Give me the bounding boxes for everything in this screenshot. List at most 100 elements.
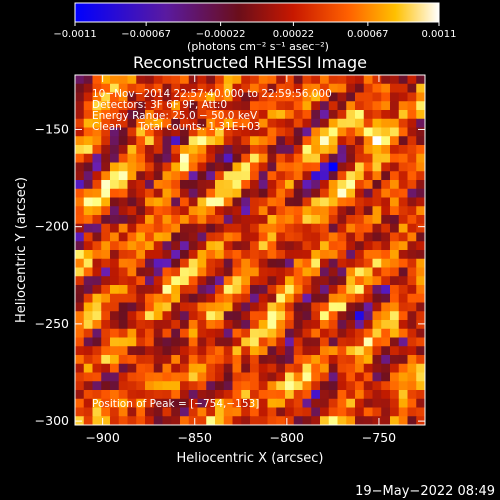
image-pixel	[75, 311, 85, 321]
image-pixel	[145, 285, 155, 295]
image-pixel	[337, 110, 347, 120]
image-pixel	[232, 83, 242, 94]
image-pixel	[206, 232, 216, 242]
image-pixel	[302, 311, 312, 321]
image-pixel	[311, 188, 321, 199]
image-pixel	[110, 267, 120, 277]
image-pixel	[285, 407, 295, 417]
image-pixel	[398, 346, 409, 356]
image-pixel	[416, 171, 425, 181]
image-pixel	[197, 390, 207, 400]
image-pixel	[127, 83, 137, 94]
image-pixel	[320, 136, 330, 146]
image-pixel	[398, 206, 409, 216]
image-pixel	[215, 197, 225, 207]
image-pixel	[258, 285, 269, 295]
image-pixel	[363, 346, 374, 356]
image-pixel	[223, 206, 234, 216]
image-pixel	[83, 197, 94, 207]
image-pixel	[241, 311, 251, 321]
image-pixel	[215, 258, 225, 269]
image-pixel	[250, 363, 260, 374]
image-pixel	[110, 355, 120, 365]
annotation-counts: Clean Total counts: 1.31E+03	[92, 121, 261, 133]
image-pixel	[328, 145, 339, 155]
image-pixel	[311, 390, 321, 400]
image-pixel	[276, 110, 286, 120]
image-pixel	[75, 276, 85, 286]
image-pixel	[188, 197, 199, 207]
image-pixel	[162, 127, 172, 137]
image-pixel	[188, 398, 199, 409]
image-pixel	[328, 188, 339, 199]
image-pixel	[75, 293, 85, 304]
image-pixel	[328, 83, 339, 94]
image-pixel	[355, 320, 365, 330]
image-pixel	[258, 311, 269, 321]
image-pixel	[355, 355, 365, 365]
image-pixel	[346, 311, 356, 321]
image-pixel	[250, 328, 260, 339]
image-pixel	[346, 407, 356, 417]
image-pixel	[223, 276, 234, 286]
image-pixel	[407, 118, 417, 129]
image-pixel	[363, 75, 374, 85]
image-pixel	[136, 206, 146, 216]
image-pixel	[162, 346, 172, 356]
image-pixel	[180, 407, 190, 417]
image-pixel	[293, 75, 304, 85]
colorbar-unit-label: (photons cm⁻² s⁻¹ asec⁻²)	[187, 40, 329, 53]
image-pixel	[118, 346, 129, 356]
image-pixel	[162, 83, 172, 94]
image-pixel	[127, 363, 137, 374]
image-pixel	[293, 223, 304, 234]
image-pixel	[293, 416, 304, 425]
image-pixel	[110, 215, 120, 225]
image-pixel	[302, 320, 312, 330]
image-pixel	[285, 223, 295, 234]
image-pixel	[223, 390, 234, 400]
image-pixel	[416, 276, 425, 286]
image-pixel	[118, 381, 129, 391]
colorbar-tick-label: −0.00022	[196, 29, 246, 40]
image-pixel	[355, 171, 365, 181]
image-pixel	[180, 136, 190, 146]
image-pixel	[328, 180, 339, 190]
image-pixel	[346, 320, 356, 330]
image-pixel	[197, 83, 207, 94]
image-pixel	[337, 223, 347, 234]
image-pixel	[355, 136, 365, 146]
image-pixel	[188, 223, 199, 234]
image-pixel	[363, 311, 374, 321]
image-pixel	[145, 171, 155, 181]
image-pixel	[311, 171, 321, 181]
image-pixel	[118, 416, 129, 425]
image-pixel	[197, 153, 207, 164]
image-pixel	[75, 250, 85, 260]
image-pixel	[101, 258, 111, 269]
image-pixel	[162, 206, 172, 216]
image-pixel	[250, 398, 260, 409]
image-pixel	[250, 355, 260, 365]
image-pixel	[381, 241, 391, 251]
image-pixel	[162, 223, 172, 234]
image-pixel	[276, 320, 286, 330]
image-pixel	[416, 407, 425, 417]
image-pixel	[328, 127, 339, 137]
image-pixel	[241, 110, 251, 120]
image-pixel	[337, 241, 347, 251]
image-pixel	[416, 215, 425, 225]
image-pixel	[162, 381, 172, 391]
image-pixel	[75, 355, 85, 365]
image-pixel	[302, 285, 312, 295]
image-pixel	[197, 118, 207, 129]
image-pixel	[153, 188, 164, 199]
image-pixel	[258, 136, 269, 146]
image-pixel	[232, 363, 242, 374]
image-pixel	[145, 267, 155, 277]
image-pixel	[416, 363, 425, 374]
image-pixel	[337, 258, 347, 269]
image-pixel	[232, 188, 242, 199]
image-pixel	[83, 171, 94, 181]
image-pixel	[83, 215, 94, 225]
